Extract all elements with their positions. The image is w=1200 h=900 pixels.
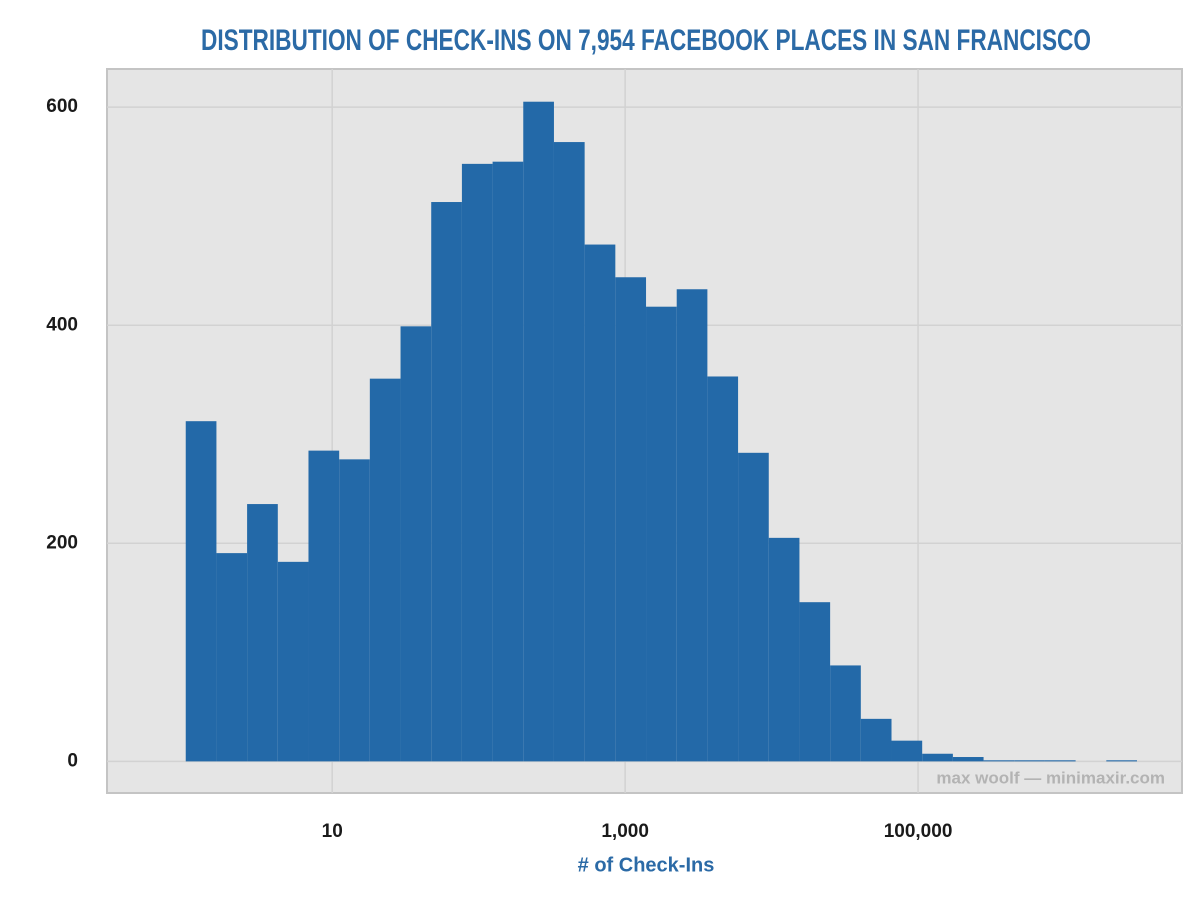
bar xyxy=(461,163,493,762)
bar xyxy=(247,504,278,762)
bar xyxy=(891,740,923,762)
bar xyxy=(584,244,616,762)
y-tick-label: 200 xyxy=(46,532,78,553)
bar xyxy=(185,421,217,762)
bar xyxy=(738,452,769,762)
chart-title: DISTRIBUTION OF CHECK-INS ON 7,954 FACEB… xyxy=(201,24,1091,57)
x-tick-label: 1,000 xyxy=(601,821,649,842)
bar xyxy=(1014,760,1045,762)
bar xyxy=(216,553,248,762)
bar xyxy=(799,602,831,762)
bar xyxy=(553,142,585,762)
credit: max woolf — minimaxir.com xyxy=(936,768,1165,787)
bar xyxy=(676,289,708,762)
bar xyxy=(983,760,1015,762)
bar xyxy=(830,665,861,762)
bar xyxy=(922,753,953,762)
bar xyxy=(615,277,647,762)
x-tick-label: 100,000 xyxy=(884,821,953,842)
y-tick-label: 600 xyxy=(46,96,78,117)
y-tick-label: 0 xyxy=(67,750,78,771)
bar xyxy=(308,450,340,762)
bar xyxy=(369,378,401,762)
bar xyxy=(707,376,739,762)
bar xyxy=(492,161,524,762)
bar xyxy=(277,561,309,762)
bar xyxy=(860,718,892,762)
bar xyxy=(952,757,984,762)
y-tick-label: 400 xyxy=(46,314,78,335)
bars xyxy=(185,101,1137,762)
bar xyxy=(431,202,462,762)
x-axis-label: # of Check-Ins xyxy=(578,854,715,876)
bar xyxy=(1044,760,1076,762)
bar xyxy=(523,101,554,762)
bar xyxy=(400,326,432,762)
bar xyxy=(768,537,800,762)
bar xyxy=(646,306,677,762)
bar xyxy=(1106,760,1137,762)
bar xyxy=(339,459,370,762)
x-tick-label: 10 xyxy=(322,821,343,842)
